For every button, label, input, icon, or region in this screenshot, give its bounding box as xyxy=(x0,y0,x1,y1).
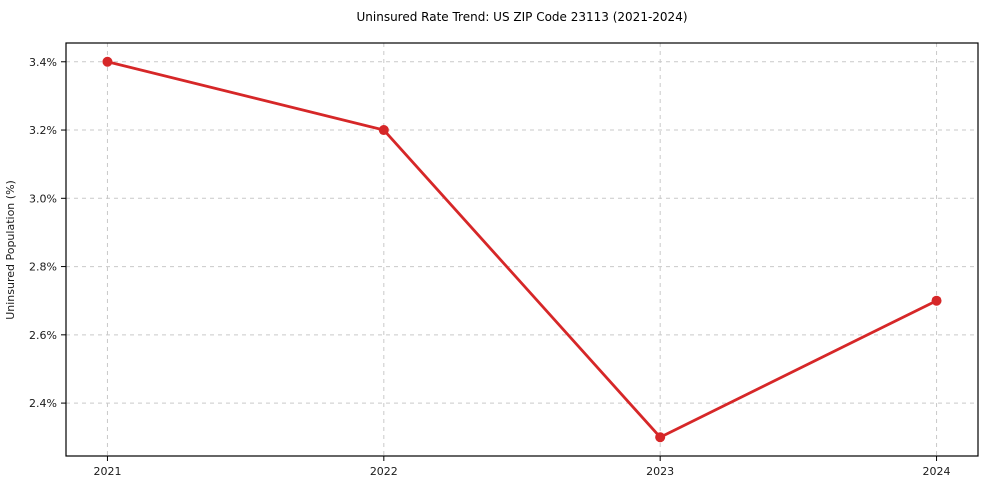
trend-line xyxy=(106,60,938,439)
data-point xyxy=(655,432,666,443)
x-tick-label: 2022 xyxy=(370,465,398,478)
y-tick-label: 2.8% xyxy=(29,261,57,274)
y-tick-label: 3.4% xyxy=(29,56,57,69)
data-point xyxy=(102,56,113,67)
data-point xyxy=(378,125,389,136)
y-tick-label: 2.6% xyxy=(29,329,57,342)
x-tick-label: 2021 xyxy=(93,465,121,478)
chart-title: Uninsured Rate Trend: US ZIP Code 23113 … xyxy=(356,10,687,24)
y-tick-label: 3.2% xyxy=(29,124,57,137)
plot-area: 2.4% 2.6% 2.8% 3.0% 3.2% 3.4% 2021 2022 2023 2024 xyxy=(29,42,979,478)
data-point xyxy=(931,295,942,306)
x-tick-label: 2024 xyxy=(923,465,951,478)
y-axis-title: Uninsured Population (%) xyxy=(4,180,17,320)
plot-border xyxy=(65,42,979,457)
y-tick-label: 3.0% xyxy=(29,192,57,205)
x-tick-label: 2023 xyxy=(646,465,674,478)
y-tick-label: 2.4% xyxy=(29,397,57,410)
